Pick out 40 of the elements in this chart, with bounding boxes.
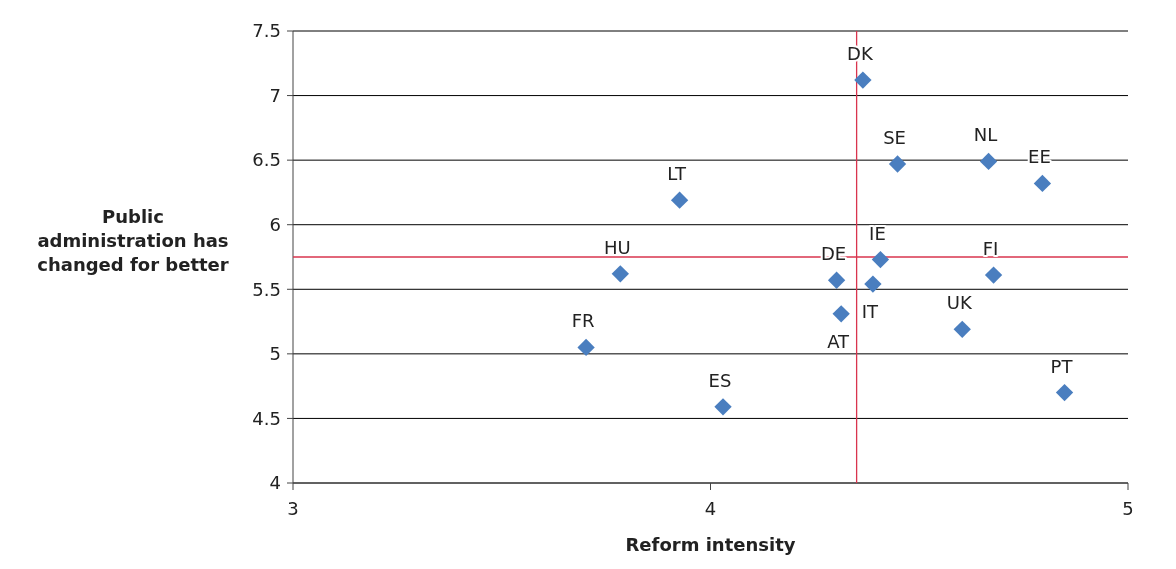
- x-axis-title: Reform intensity: [625, 534, 796, 555]
- y-tick-label: 5: [269, 343, 281, 365]
- annotation: LT: [667, 163, 687, 185]
- annotation: IT: [861, 301, 880, 323]
- point: [714, 398, 732, 416]
- point: [832, 305, 850, 323]
- x-tick-label: 5: [1122, 498, 1134, 519]
- point: [1033, 174, 1052, 193]
- point: [827, 271, 846, 289]
- y-tick-label: 4: [269, 472, 281, 494]
- point: [871, 250, 890, 269]
- point: [854, 71, 872, 89]
- annotation: FR: [571, 310, 595, 332]
- y-tick-label: 6: [269, 214, 281, 236]
- annotation: PT: [1050, 355, 1074, 377]
- annotation: ES: [708, 369, 732, 391]
- y-tick-label: 7: [269, 84, 281, 106]
- point: [577, 338, 595, 357]
- annotation: HU: [603, 236, 631, 258]
- point: [979, 152, 998, 171]
- point: [670, 191, 689, 209]
- point: [611, 265, 629, 283]
- y-tick-label: 4.5: [252, 407, 281, 429]
- annotation: AT: [827, 330, 851, 352]
- x-tick-label: 4: [704, 498, 717, 519]
- annotation: NL: [973, 124, 998, 146]
- y-axis-title: Public administration has changed for better: [37, 206, 229, 275]
- x-tick-label: 3: [287, 498, 299, 519]
- point: [888, 155, 907, 173]
- y-tick-label: 7.5: [252, 20, 281, 42]
- annotation: FI: [982, 238, 999, 260]
- y-tick-label: 6.5: [252, 149, 281, 171]
- y-tick-label: 5.5: [252, 278, 281, 300]
- point: [864, 275, 882, 293]
- point: [1055, 383, 1074, 402]
- annotation: SE: [883, 127, 906, 149]
- annotation: IE: [869, 222, 886, 244]
- annotation: UK: [946, 292, 973, 314]
- point: [953, 320, 971, 338]
- point: [984, 266, 1003, 284]
